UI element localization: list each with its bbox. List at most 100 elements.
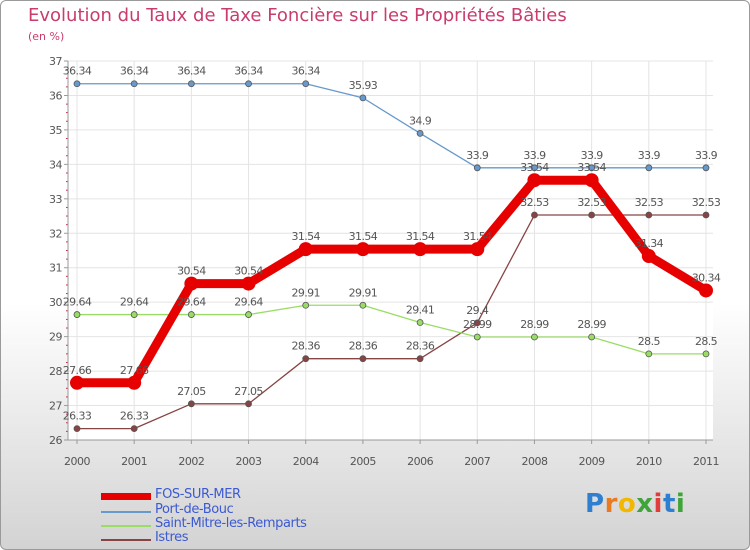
data-point-fos-sur-mer — [184, 276, 199, 291]
data-label-saint-mitre-les-remparts: 28.99 — [520, 318, 549, 331]
legend-label: Port-de-Bouc — [155, 502, 234, 517]
data-point-istres — [73, 425, 81, 433]
x-tick-label: 2008 — [521, 455, 547, 468]
data-label-port-de-bouc: 33.9 — [695, 149, 718, 162]
legend-swatch — [101, 511, 151, 513]
data-point-istres — [359, 355, 367, 363]
x-tick-label: 2004 — [293, 455, 319, 468]
x-tick-label: 2007 — [464, 455, 490, 468]
data-point-saint-mitre-les-remparts — [531, 333, 538, 341]
y-tick-label: 33 — [49, 193, 62, 206]
data-label-istres: 27.05 — [177, 385, 206, 398]
data-point-fos-sur-mer — [641, 249, 656, 264]
y-tick-label: 26 — [49, 434, 62, 447]
data-label-saint-mitre-les-remparts: 29.64 — [177, 296, 206, 309]
data-point-saint-mitre-les-remparts — [416, 319, 424, 326]
data-label-port-de-bouc: 36.34 — [234, 65, 263, 78]
data-label-fos-sur-mer: 31.54 — [291, 230, 320, 243]
logo-letter: r — [604, 489, 618, 519]
data-point-istres — [130, 425, 138, 433]
x-tick-label: 2006 — [407, 455, 433, 468]
y-tick-label: 37 — [49, 55, 62, 68]
data-label-fos-sur-mer: 33.54 — [520, 161, 549, 174]
y-axis-unit: (en %) — [28, 30, 65, 43]
data-label-saint-mitre-les-remparts: 29.64 — [234, 296, 263, 309]
data-label-port-de-bouc: 33.9 — [466, 149, 489, 162]
y-tick-label: 28 — [49, 365, 62, 378]
logo-letter: i — [675, 489, 686, 519]
data-label-saint-mitre-les-remparts: 28.99 — [463, 318, 492, 331]
data-label-port-de-bouc: 33.9 — [638, 149, 661, 162]
data-label-saint-mitre-les-remparts: 29.41 — [406, 304, 435, 317]
data-label-port-de-bouc: 33.9 — [581, 149, 604, 162]
data-point-saint-mitre-les-remparts — [130, 311, 138, 318]
data-label-istres: 28.36 — [291, 340, 320, 353]
data-label-port-de-bouc: 36.34 — [291, 65, 320, 78]
data-point-istres — [245, 400, 252, 408]
data-label-fos-sur-mer: 30.54 — [234, 265, 263, 278]
data-label-fos-sur-mer: 31.54 — [406, 230, 435, 243]
legend-label: Istres — [155, 530, 189, 545]
data-point-istres — [588, 211, 596, 219]
data-point-saint-mitre-les-remparts — [473, 333, 481, 341]
y-tick-label: 34 — [49, 158, 62, 171]
data-label-istres: 26.33 — [120, 410, 149, 423]
data-point-port-de-bouc — [645, 164, 653, 172]
data-label-saint-mitre-les-remparts: 29.91 — [291, 286, 320, 299]
data-point-port-de-bouc — [187, 80, 195, 88]
data-label-saint-mitre-les-remparts: 29.64 — [120, 296, 149, 309]
data-point-istres — [645, 211, 653, 219]
y-tick-label: 32 — [49, 227, 62, 240]
data-label-saint-mitre-les-remparts: 29.91 — [349, 286, 378, 299]
series-line-saint-mitre-les-remparts — [76, 304, 707, 355]
logo-letter: t — [662, 489, 676, 519]
data-label-fos-sur-mer: 33.54 — [577, 161, 606, 174]
data-point-fos-sur-mer — [413, 242, 428, 257]
data-point-port-de-bouc — [130, 80, 138, 88]
data-point-fos-sur-mer — [470, 242, 485, 257]
y-tick-label: 35 — [49, 124, 62, 137]
data-label-istres: 29.4 — [466, 304, 489, 317]
data-label-istres: 26.33 — [63, 410, 92, 423]
data-label-istres: 32.53 — [635, 196, 664, 209]
logo-letter: o — [617, 489, 637, 519]
data-point-istres — [702, 211, 710, 219]
data-label-istres: 32.53 — [520, 196, 549, 209]
y-tick-label: 29 — [49, 331, 62, 344]
x-tick-label: 2011 — [693, 455, 719, 468]
logo-letter: i — [653, 489, 663, 519]
data-point-port-de-bouc — [702, 164, 710, 172]
data-label-fos-sur-mer: 27.66 — [63, 364, 92, 377]
data-label-port-de-bouc: 36.34 — [120, 65, 149, 78]
legend-swatch — [101, 525, 151, 527]
data-point-fos-sur-mer — [527, 173, 542, 188]
data-label-fos-sur-mer: 31.54 — [463, 230, 492, 243]
y-tick-label: 31 — [49, 262, 62, 275]
data-point-saint-mitre-les-remparts — [359, 301, 367, 309]
data-point-istres — [531, 211, 538, 219]
data-label-saint-mitre-les-remparts: 29.64 — [63, 296, 92, 309]
data-point-fos-sur-mer — [699, 283, 713, 298]
x-tick-label: 2005 — [350, 455, 376, 468]
logo-letter: P — [585, 489, 605, 519]
x-tick-label: 2003 — [236, 455, 262, 468]
data-point-port-de-bouc — [531, 164, 538, 172]
data-point-istres — [416, 355, 424, 363]
data-label-fos-sur-mer: 30.34 — [692, 271, 721, 284]
data-point-istres — [473, 319, 481, 327]
logo-letter: x — [636, 489, 654, 519]
data-point-saint-mitre-les-remparts — [645, 350, 653, 358]
x-tick-label: 2000 — [64, 455, 90, 468]
data-point-fos-sur-mer — [298, 242, 313, 257]
data-point-fos-sur-mer — [584, 173, 599, 188]
legend-label: Saint-Mitre-les-Remparts — [155, 516, 307, 531]
data-label-fos-sur-mer: 31.54 — [349, 230, 378, 243]
data-label-fos-sur-mer: 27.66 — [120, 364, 149, 377]
data-point-port-de-bouc — [473, 164, 481, 172]
data-point-fos-sur-mer — [241, 276, 256, 291]
data-label-port-de-bouc: 33.9 — [523, 149, 546, 162]
legend-swatch — [101, 493, 151, 500]
data-label-istres: 27.05 — [234, 385, 263, 398]
series-line-fos-sur-mer — [72, 175, 711, 388]
